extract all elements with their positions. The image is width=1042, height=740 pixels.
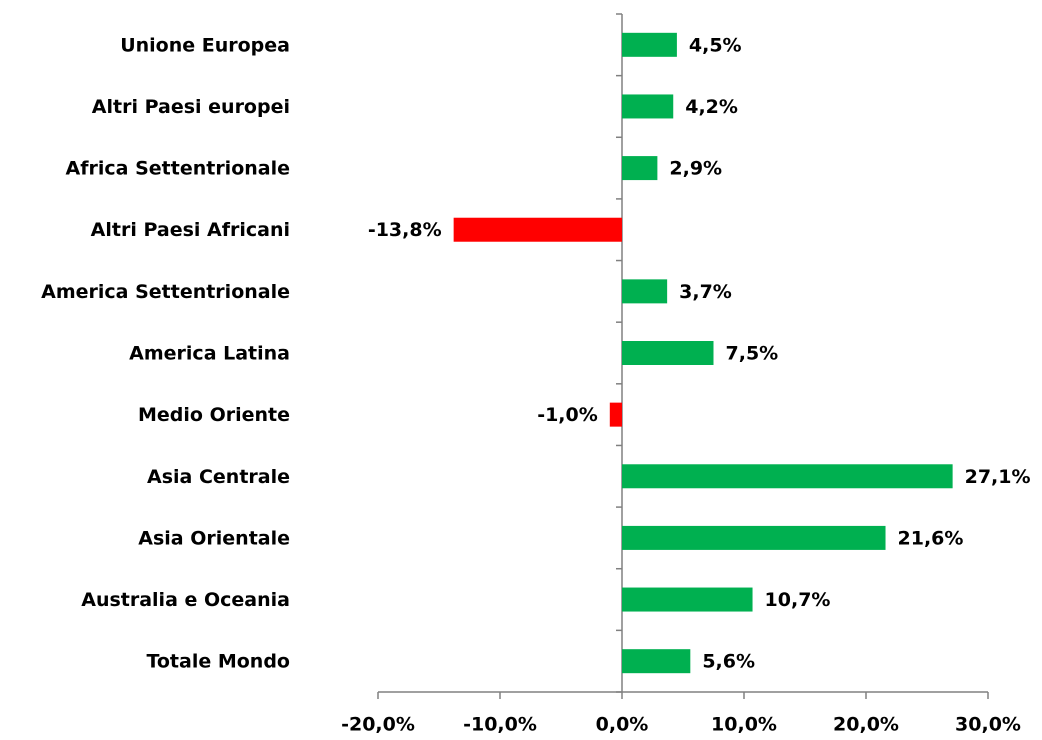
y-tick-label: Asia Centrale bbox=[147, 466, 290, 488]
bar bbox=[622, 156, 658, 181]
bar bbox=[622, 587, 753, 612]
x-tick-label: 10,0% bbox=[711, 714, 777, 736]
value-label: 21,6% bbox=[898, 527, 964, 549]
bar bbox=[622, 341, 714, 365]
x-tick-label: 30,0% bbox=[955, 714, 1021, 736]
x-tick-label: -10,0% bbox=[463, 714, 537, 736]
x-tick-label: 0,0% bbox=[596, 714, 649, 736]
y-tick-label: America Latina bbox=[129, 343, 290, 365]
bar bbox=[622, 279, 668, 304]
value-label: 10,7% bbox=[765, 589, 831, 611]
bar bbox=[453, 217, 622, 242]
y-tick-label: Asia Orientale bbox=[138, 527, 290, 549]
value-label: 3,7% bbox=[679, 281, 732, 303]
y-tick-label: Totale Mondo bbox=[146, 651, 290, 673]
value-label: -1,0% bbox=[537, 404, 598, 426]
y-tick-label: America Settentrionale bbox=[41, 281, 290, 303]
bar bbox=[622, 649, 691, 674]
x-tick-label: 20,0% bbox=[833, 714, 899, 736]
y-tick-label: Australia e Oceania bbox=[81, 589, 290, 611]
y-tick-label: Africa Settentrionale bbox=[66, 158, 290, 180]
bar bbox=[622, 464, 953, 489]
bar bbox=[622, 94, 674, 119]
value-label: 7,5% bbox=[726, 343, 779, 365]
x-tick-label: -20,0% bbox=[341, 714, 415, 736]
bar bbox=[609, 402, 622, 427]
y-tick-label: Altri Paesi Africani bbox=[91, 219, 290, 241]
y-tick-label: Altri Paesi europei bbox=[92, 96, 290, 118]
value-label: 5,6% bbox=[702, 651, 755, 673]
value-label: 27,1% bbox=[965, 466, 1031, 488]
y-tick-label: Medio Oriente bbox=[138, 404, 290, 426]
value-label: 2,9% bbox=[669, 158, 722, 180]
y-tick-label: Unione Europea bbox=[120, 34, 290, 56]
bar bbox=[622, 32, 677, 57]
bar bbox=[622, 525, 886, 550]
value-label: -13,8% bbox=[368, 219, 442, 241]
value-label: 4,2% bbox=[685, 96, 738, 118]
value-label: 4,5% bbox=[689, 34, 742, 56]
